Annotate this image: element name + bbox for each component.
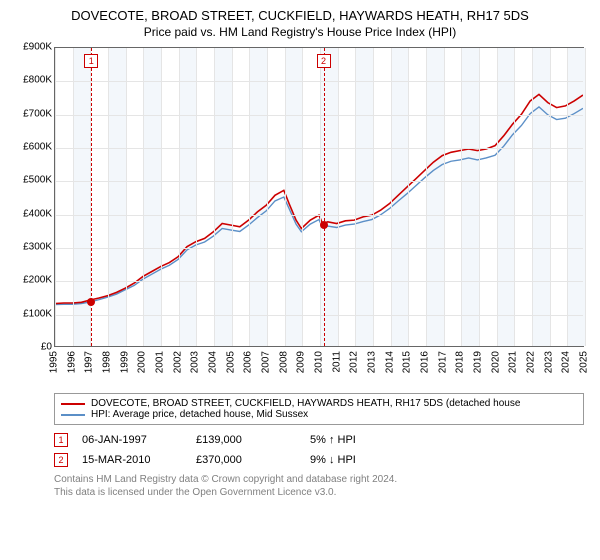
x-tick-label: 2023 <box>543 351 554 373</box>
y-tick-label: £500K <box>23 175 52 186</box>
event-row: 1 06-JAN-1997 £139,000 5% ↑ HPI <box>54 433 584 447</box>
event-dot-icon <box>87 298 95 306</box>
x-tick-label: 1999 <box>119 351 130 373</box>
event-vline <box>324 48 325 346</box>
x-axis-labels: 1995199619971998199920002001200220032004… <box>54 347 584 387</box>
event-marker-icon: 1 <box>84 54 98 68</box>
plot-area: 12 <box>54 47 584 347</box>
series-lines <box>55 48 583 346</box>
x-tick-label: 2008 <box>278 351 289 373</box>
x-tick-label: 1995 <box>49 351 60 373</box>
legend-swatch-blue <box>61 414 85 416</box>
x-tick-label: 2012 <box>349 351 360 373</box>
y-tick-label: £400K <box>23 208 52 219</box>
event-dot-icon <box>320 221 328 229</box>
event-date: 06-JAN-1997 <box>82 434 182 446</box>
x-tick-label: 2017 <box>437 351 448 373</box>
event-marker-icon: 2 <box>54 453 68 467</box>
y-tick-label: £800K <box>23 75 52 86</box>
y-tick-label: £700K <box>23 108 52 119</box>
legend-item-hpi: HPI: Average price, detached house, Mid … <box>61 409 577 420</box>
x-tick-label: 2022 <box>526 351 537 373</box>
x-tick-label: 2011 <box>331 351 342 373</box>
series-red <box>55 94 583 303</box>
event-price: £139,000 <box>196 434 296 446</box>
legend-swatch-red <box>61 403 85 405</box>
event-row: 2 15-MAR-2010 £370,000 9% ↓ HPI <box>54 453 584 467</box>
attribution-line: Contains HM Land Registry data © Crown c… <box>54 473 584 486</box>
legend-label-property: DOVECOTE, BROAD STREET, CUCKFIELD, HAYWA… <box>91 398 520 409</box>
chart-subtitle: Price paid vs. HM Land Registry's House … <box>10 25 590 39</box>
x-tick-label: 2006 <box>243 351 254 373</box>
x-tick-label: 2016 <box>420 351 431 373</box>
x-tick-label: 2004 <box>208 351 219 373</box>
legend-label-hpi: HPI: Average price, detached house, Mid … <box>91 409 308 420</box>
event-marker-icon: 2 <box>317 54 331 68</box>
x-tick-label: 2005 <box>225 351 236 373</box>
x-tick-label: 2009 <box>296 351 307 373</box>
event-marker-icon: 1 <box>54 433 68 447</box>
y-tick-label: £200K <box>23 275 52 286</box>
x-tick-label: 2020 <box>490 351 501 373</box>
x-tick-label: 2014 <box>384 351 395 373</box>
x-tick-label: 2024 <box>561 351 572 373</box>
legend-item-property: DOVECOTE, BROAD STREET, CUCKFIELD, HAYWA… <box>61 398 577 409</box>
x-tick-label: 1996 <box>66 351 77 373</box>
x-tick-label: 2018 <box>455 351 466 373</box>
y-axis-labels: £0£100K£200K£300K£400K£500K£600K£700K£80… <box>10 47 54 347</box>
chart-title: DOVECOTE, BROAD STREET, CUCKFIELD, HAYWA… <box>10 8 590 23</box>
legend: DOVECOTE, BROAD STREET, CUCKFIELD, HAYWA… <box>54 393 584 425</box>
x-tick-label: 2010 <box>314 351 325 373</box>
x-tick-label: 2001 <box>155 351 166 373</box>
y-tick-label: £900K <box>23 42 52 53</box>
y-tick-label: £300K <box>23 242 52 253</box>
event-price: £370,000 <box>196 454 296 466</box>
event-date: 15-MAR-2010 <box>82 454 182 466</box>
x-tick-label: 2025 <box>579 351 590 373</box>
x-tick-label: 2021 <box>508 351 519 373</box>
x-tick-label: 2019 <box>473 351 484 373</box>
event-table: 1 06-JAN-1997 £139,000 5% ↑ HPI 2 15-MAR… <box>54 433 584 467</box>
x-tick-label: 1998 <box>102 351 113 373</box>
event-relative: 5% ↑ HPI <box>310 434 356 446</box>
event-relative: 9% ↓ HPI <box>310 454 356 466</box>
y-tick-label: £600K <box>23 142 52 153</box>
attribution-line: This data is licensed under the Open Gov… <box>54 486 584 499</box>
x-tick-label: 2000 <box>137 351 148 373</box>
x-tick-label: 1997 <box>84 351 95 373</box>
x-tick-label: 2002 <box>172 351 183 373</box>
chart: £0£100K£200K£300K£400K£500K£600K£700K£80… <box>10 47 590 387</box>
x-tick-label: 2007 <box>261 351 272 373</box>
x-tick-label: 2013 <box>367 351 378 373</box>
attribution: Contains HM Land Registry data © Crown c… <box>54 473 584 499</box>
x-tick-label: 2015 <box>402 351 413 373</box>
y-tick-label: £100K <box>23 308 52 319</box>
x-tick-label: 2003 <box>190 351 201 373</box>
